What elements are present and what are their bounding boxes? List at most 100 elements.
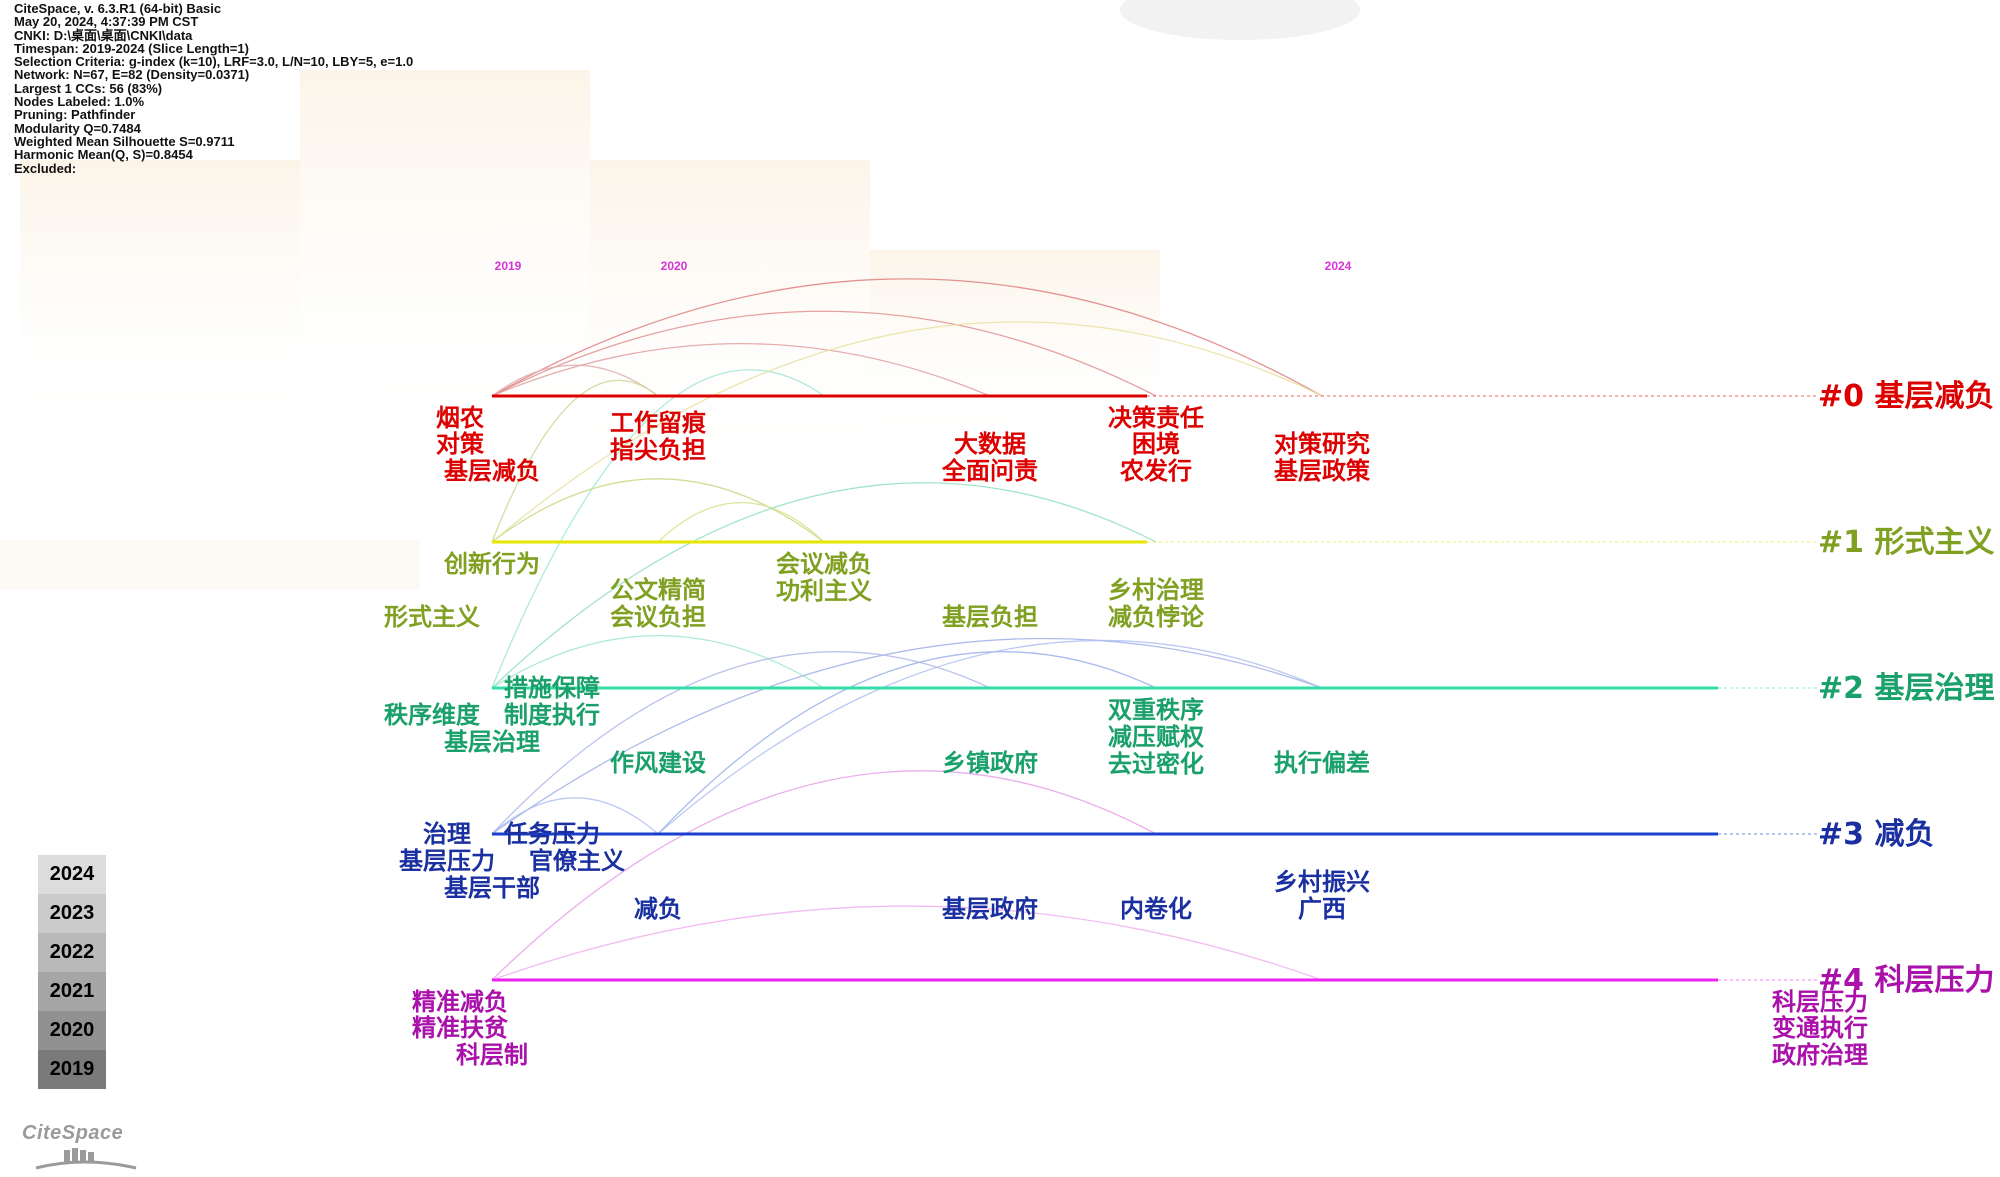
info-line: Pruning: Pathfinder <box>14 107 136 123</box>
keyword-label: 广西 <box>1298 894 1346 923</box>
keyword-label: 基层负担 <box>942 602 1038 631</box>
keyword-label: 基层干部 <box>444 873 540 902</box>
keyword-label: 去过密化 <box>1108 749 1204 778</box>
keyword-label: 基层压力 <box>399 846 495 875</box>
cluster-label-0: #0 基层减负 <box>1818 379 1994 414</box>
keyword-label: 减负悖论 <box>1108 602 1205 631</box>
link-arc <box>491 634 825 689</box>
keyword-label: 对策研究 <box>1274 429 1370 458</box>
keyword-label: 功利主义 <box>776 576 872 605</box>
keyword-label: 政府治理 <box>1772 1040 1868 1069</box>
legend-year-2022: 2022 <box>38 933 106 972</box>
year-axis-labels: 2019 2020 2024 <box>495 259 1352 273</box>
keyword-label: 措施保障 <box>504 673 600 702</box>
info-line: Weighted Mean Silhouette S=0.9711 <box>14 133 235 149</box>
link-arc <box>491 797 659 835</box>
link-arc <box>491 369 825 689</box>
keyword-label: 全面问责 <box>941 456 1038 485</box>
keyword-label: 治理 <box>423 819 471 848</box>
keyword-label: 秩序维度 <box>384 700 481 729</box>
keyword-label: 会议减负 <box>776 549 872 578</box>
year-label-2024: 2024 <box>1325 259 1352 273</box>
logo-text: CiteSpace <box>22 1122 124 1144</box>
link-arc <box>491 478 825 543</box>
info-line: Network: N=67, E=82 (Density=0.0371) <box>14 67 250 83</box>
keyword-label: 乡村治理 <box>1108 575 1204 604</box>
keyword-label: 基层政策 <box>1274 456 1371 485</box>
year-color-legend: 2024 2023 2022 2021 2020 2019 <box>38 855 106 1089</box>
legend-year-2023: 2023 <box>38 894 106 933</box>
keyword-label: 农发行 <box>1119 456 1192 485</box>
keyword-label: 会议负担 <box>610 602 706 631</box>
keyword-label: 决策责任 <box>1108 403 1204 432</box>
keyword-label: 指尖负担 <box>610 435 706 464</box>
link-arc <box>491 482 1157 689</box>
citespace-logo: CiteSpace <box>20 1118 150 1173</box>
cluster-labels: #0 基层减负 #1 形式主义 #2 基层治理 #3 减负 #4 科层压力 <box>1818 379 1994 998</box>
keyword-label: 乡村振兴 <box>1274 867 1370 896</box>
keyword-label: 官僚主义 <box>529 846 625 875</box>
legend-year-2020: 2020 <box>38 1011 106 1050</box>
link-arc <box>657 639 1323 835</box>
link-arc <box>657 651 1157 835</box>
info-line: Timespan: 2019-2024 (Slice Length=1) <box>14 40 249 56</box>
keyword-label: 形式主义 <box>384 602 480 631</box>
cluster-label-1: #1 形式主义 <box>1818 525 1994 560</box>
keyword-label: 执行偏差 <box>1274 748 1370 777</box>
keyword-label: 工作留痕 <box>610 408 707 437</box>
keyword-label: 科层制 <box>456 1040 528 1069</box>
keyword-label: 精准减负 <box>412 987 508 1016</box>
network-info-panel: CiteSpace, v. 6.3.R1 (64-bit) Basic May 2… <box>14 2 413 175</box>
cluster-label-3: #3 减负 <box>1818 817 1934 852</box>
link-arc <box>491 321 1323 543</box>
info-line: Nodes Labeled: 1.0% <box>14 94 145 110</box>
keyword-label: 科层压力 <box>1772 987 1868 1016</box>
link-arc <box>491 379 659 543</box>
keyword-label: 基层治理 <box>444 727 540 756</box>
cluster-label-4: #4 科层压力 <box>1818 963 1994 998</box>
cluster-timelines <box>492 394 1818 982</box>
info-line: Harmonic Mean(Q, S)=0.8454 <box>14 147 193 163</box>
keyword-label: 减负 <box>634 894 682 923</box>
info-line: May 20, 2024, 4:37:39 PM CST <box>14 14 199 30</box>
link-arc <box>491 905 1323 981</box>
link-arc <box>491 278 1323 397</box>
info-line: CNKI: D:\桌面\桌面\CNKI\data <box>14 27 193 43</box>
keyword-label: 减压赋权 <box>1108 722 1204 751</box>
legend-year-2019: 2019 <box>38 1050 106 1089</box>
keyword-label: 作风建设 <box>610 748 706 777</box>
keyword-label: 对策 <box>436 429 485 458</box>
link-arc <box>491 637 1323 835</box>
keyword-label: 精准扶贫 <box>412 1013 508 1042</box>
keyword-label: 基层政府 <box>942 894 1038 923</box>
keyword-label: 公文精简 <box>610 575 706 604</box>
info-line: Excluded: <box>14 160 77 176</box>
link-arc <box>491 770 1157 981</box>
year-label-2020: 2020 <box>661 259 688 273</box>
info-line: Selection Criteria: g-index (k=10), LRF=… <box>14 54 414 70</box>
info-line: Modularity Q=0.7484 <box>14 120 141 136</box>
link-arc <box>491 364 659 397</box>
keyword-label: 乡镇政府 <box>942 748 1038 777</box>
keyword-label: 基层减负 <box>444 456 540 485</box>
keyword-label: 创新行为 <box>443 549 540 578</box>
keyword-label: 任务压力 <box>503 819 600 848</box>
keyword-label: 困境 <box>1132 429 1180 458</box>
info-line: CiteSpace, v. 6.3.R1 (64-bit) Basic <box>14 1 222 16</box>
keyword-label: 制度执行 <box>504 700 600 729</box>
info-line: Largest 1 CCs: 56 (83%) <box>14 80 163 96</box>
link-arc <box>491 343 991 397</box>
keyword-label: 变通执行 <box>1772 1013 1868 1042</box>
keyword-label: 双重秩序 <box>1108 695 1204 724</box>
legend-year-2021: 2021 <box>38 972 106 1011</box>
keyword-label: 内卷化 <box>1120 894 1192 923</box>
year-label-2019: 2019 <box>495 259 522 273</box>
link-arc <box>491 310 1157 397</box>
keyword-label: 烟农 <box>436 403 484 432</box>
link-arc <box>491 651 991 835</box>
link-arc <box>657 502 825 543</box>
link-arcs <box>491 278 1323 981</box>
